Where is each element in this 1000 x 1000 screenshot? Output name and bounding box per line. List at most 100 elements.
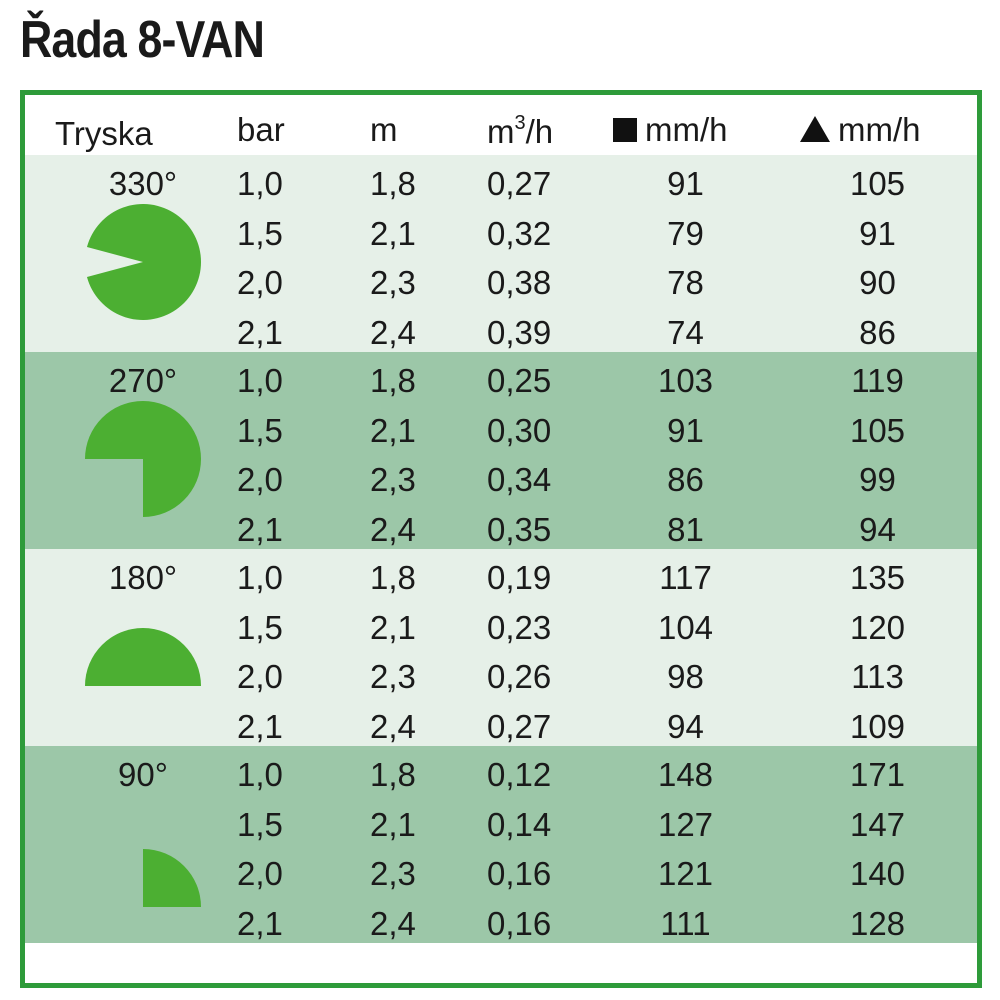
- page-title: Řada 8-VAN: [20, 11, 265, 69]
- table-cell-flow: 0,16: [487, 855, 552, 892]
- table-cell-flow: 0,26: [487, 658, 552, 695]
- table-cell-flow: 0,27: [487, 165, 552, 202]
- table-cell-triangle: 105: [849, 165, 906, 202]
- table-cell-m: 2,1: [370, 215, 416, 252]
- header-flow-tail: /h: [525, 113, 554, 150]
- table-cell-triangle: 120: [849, 609, 906, 646]
- table-cell-flow: 0,23: [487, 609, 552, 646]
- table-cell-square: 94: [667, 708, 704, 745]
- table-cell-flow: 0,35: [487, 511, 552, 548]
- spray-pattern-icon: [85, 628, 201, 686]
- table-cell-bar: 1,5: [237, 412, 283, 449]
- table-cell-triangle: 147: [849, 806, 906, 843]
- table-cell-flow: 0,30: [487, 412, 552, 449]
- table-cell-flow: 0,16: [487, 905, 552, 942]
- header-flow: m3/h: [487, 113, 553, 148]
- table-cell-flow: 0,25: [487, 362, 552, 399]
- table-cell-m: 2,1: [370, 806, 416, 843]
- table-cell-flow: 0,38: [487, 264, 552, 301]
- table-cell-bar: 1,0: [237, 756, 283, 793]
- nozzle-group: 90° 1,0 1,8 0,12 148 171 1,5 2,1 0,14 127 147 2,0 2,…: [25, 746, 977, 943]
- table-cell-triangle: 119: [851, 362, 904, 399]
- table-cell-bar: 2,1: [237, 511, 283, 548]
- table-cell-bar: 2,0: [237, 855, 283, 892]
- nozzle-angle-label: 180°: [108, 559, 178, 596]
- spray-arc-shape: [86, 204, 201, 320]
- table-cell-bar: 1,0: [237, 362, 283, 399]
- nozzle-group: 180° 1,0 1,8 0,19 117 135 1,5 2,1 0,23 104 120 2,0 2…: [25, 549, 977, 746]
- table-cell-bar: 1,5: [237, 806, 283, 843]
- table-cell-bar: 2,1: [237, 314, 283, 351]
- header-square-rate-label: mm/h: [645, 111, 728, 148]
- table-cell-flow: 0,32: [487, 215, 552, 252]
- table-cell-flow: 0,39: [487, 314, 552, 351]
- nozzle-angle-label: 270°: [108, 362, 178, 399]
- table-cell-square: 91: [667, 165, 704, 202]
- table-cell-bar: 1,5: [237, 609, 283, 646]
- header-square-rate: mm/h: [613, 113, 728, 146]
- table-cell-square: 121: [657, 855, 714, 892]
- table-cell-triangle: 90: [859, 264, 896, 301]
- table-cell-triangle: 91: [859, 215, 896, 252]
- table-cell-flow: 0,19: [487, 559, 552, 596]
- header-m: m: [370, 111, 398, 148]
- table-cell-triangle: 135: [849, 559, 906, 596]
- spray-arc-shape: [85, 401, 201, 517]
- table-cell-flow: 0,12: [487, 756, 552, 793]
- table-cell-square: 79: [667, 215, 704, 252]
- table-cell-square: 127: [657, 806, 714, 843]
- triangle-icon: [800, 116, 830, 142]
- table-cell-square: 117: [659, 559, 712, 596]
- table-cell-flow: 0,14: [487, 806, 552, 843]
- table-cell-square: 148: [657, 756, 714, 793]
- spray-pattern-icon: [85, 401, 201, 517]
- table-cell-square: 103: [657, 362, 714, 399]
- table-cell-bar: 2,0: [237, 658, 283, 695]
- spray-arc-shape: [143, 849, 201, 907]
- header-flow-base: m: [487, 113, 515, 150]
- table-cell-m: 2,3: [370, 461, 416, 498]
- table-cell-bar: 2,0: [237, 264, 283, 301]
- table-cell-bar: 1,5: [237, 215, 283, 252]
- nozzle-angle-label: 330°: [108, 165, 178, 202]
- table-cell-bar: 2,1: [237, 708, 283, 745]
- table-cell-triangle: 113: [851, 658, 904, 695]
- header-flow-sup: 3: [514, 112, 526, 134]
- spray-pattern-icon: [86, 204, 201, 320]
- table-cell-triangle: 128: [849, 905, 906, 942]
- nozzle-angle-label: 90°: [118, 756, 168, 793]
- table-cell-m: 1,8: [370, 559, 416, 596]
- table-cell-m: 2,1: [370, 412, 416, 449]
- table-cell-m: 2,4: [370, 314, 416, 351]
- table-cell-m: 2,4: [370, 708, 416, 745]
- table-cell-m: 2,3: [370, 658, 416, 695]
- nozzle-group: 330° 1,0 1,8 0,27 91 105 1,5 2,1 0,32 79 91 2,0 2,3 0…: [25, 155, 977, 352]
- table-cell-m: 2,1: [370, 609, 416, 646]
- table-cell-square: 78: [667, 264, 704, 301]
- table-cell-square: 98: [667, 658, 704, 695]
- table-cell-square: 91: [667, 412, 704, 449]
- table-cell-triangle: 99: [859, 461, 896, 498]
- table-cell-m: 1,8: [370, 165, 416, 202]
- table-cell-square: 111: [660, 905, 711, 942]
- table-header: Tryska bar m m3/h mm/h mm/h: [25, 95, 977, 155]
- table-cell-triangle: 94: [859, 511, 896, 548]
- table-cell-m: 2,4: [370, 511, 416, 548]
- table-cell-bar: 2,1: [237, 905, 283, 942]
- table-cell-bar: 2,0: [237, 461, 283, 498]
- header-triangle-rate: mm/h: [800, 113, 921, 146]
- table-cell-triangle: 109: [849, 708, 906, 745]
- nozzle-table: Tryska bar m m3/h mm/h mm/h 330° 1,0 1,8 0,…: [20, 90, 982, 988]
- table-cell-m: 2,3: [370, 264, 416, 301]
- table-cell-triangle: 140: [849, 855, 906, 892]
- table-cell-m: 1,8: [370, 756, 416, 793]
- table-cell-m: 2,4: [370, 905, 416, 942]
- table-cell-square: 81: [667, 511, 704, 548]
- table-cell-flow: 0,34: [487, 461, 552, 498]
- square-icon: [613, 118, 637, 142]
- nozzle-group: 270° 1,0 1,8 0,25 103 119 1,5 2,1 0,30 91 105 2,0 2,…: [25, 352, 977, 549]
- table-cell-bar: 1,0: [237, 559, 283, 596]
- table-cell-m: 1,8: [370, 362, 416, 399]
- table-cell-m: 2,3: [370, 855, 416, 892]
- header-triangle-rate-label: mm/h: [838, 111, 921, 148]
